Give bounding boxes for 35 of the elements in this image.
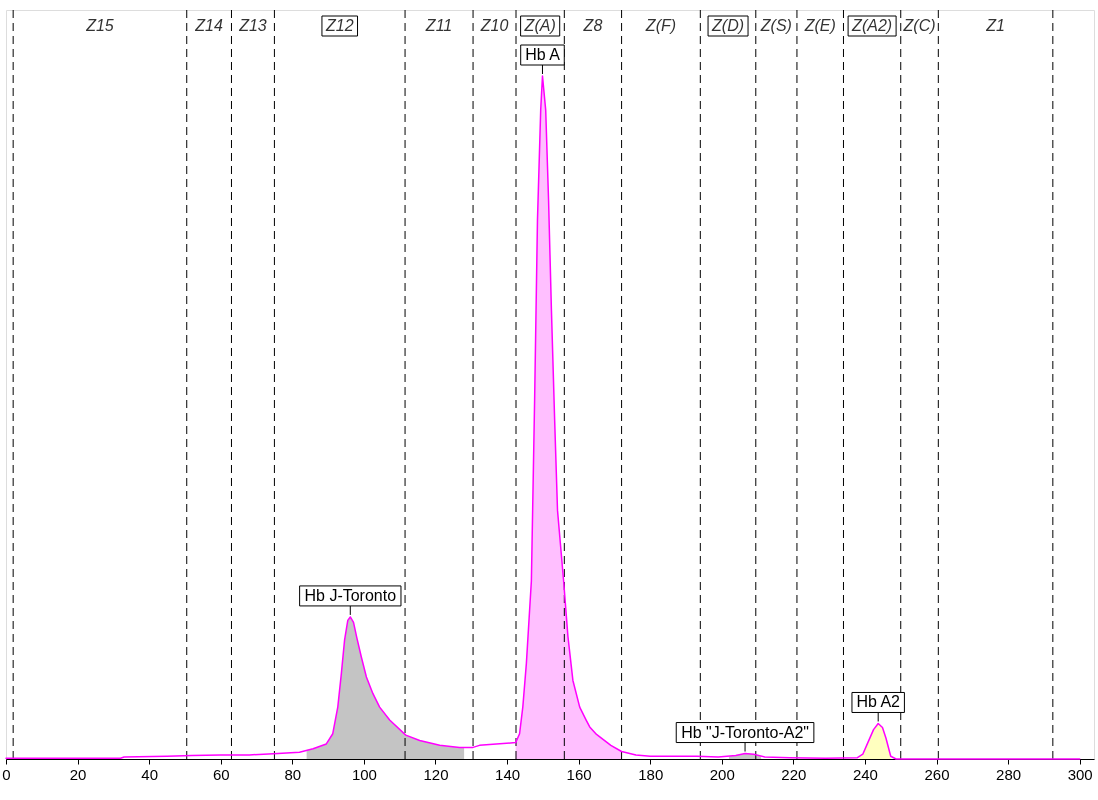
x-tick-label: 140 bbox=[495, 765, 521, 783]
annotation: Hb J-Toronto bbox=[304, 586, 397, 604]
x-tick-label: 180 bbox=[638, 765, 664, 783]
x-tick-label: 100 bbox=[351, 765, 377, 783]
text: Z(A) bbox=[523, 17, 556, 34]
x-tick-label: 280 bbox=[996, 765, 1022, 783]
x-tick-label: 0 bbox=[2, 765, 11, 783]
x-tick-label: 60 bbox=[212, 765, 230, 783]
text: Z12 bbox=[324, 17, 354, 34]
x-tick-label: 160 bbox=[566, 765, 592, 783]
annotation: Hb A bbox=[525, 46, 561, 63]
x-tick-label: 300 bbox=[1067, 765, 1093, 783]
x-tick-label: 20 bbox=[69, 765, 87, 783]
x-tick-label: 80 bbox=[284, 765, 302, 783]
text: Z15 bbox=[85, 17, 114, 34]
text: Z(D) bbox=[711, 17, 745, 34]
x-tick-label: 220 bbox=[781, 765, 807, 783]
text: Z8 bbox=[582, 17, 603, 34]
text: Z(F) bbox=[644, 17, 677, 34]
x-tick-label: 120 bbox=[423, 765, 449, 783]
text: Z1 bbox=[985, 17, 1005, 34]
text: Z14 bbox=[194, 17, 223, 34]
text: Z(E) bbox=[803, 17, 836, 34]
annotation: Hb "J-Toronto-A2" bbox=[681, 723, 809, 741]
text: Z(C) bbox=[902, 17, 936, 34]
text: Z13 bbox=[238, 17, 267, 34]
x-tick-label: 240 bbox=[852, 765, 878, 783]
text: Z11 bbox=[424, 17, 453, 34]
x-tick-label: 260 bbox=[924, 765, 950, 783]
x-tick-label: 40 bbox=[141, 765, 158, 783]
x-tick-label: 200 bbox=[709, 765, 735, 783]
text: Z10 bbox=[479, 17, 509, 34]
annotation: Hb A2 bbox=[856, 693, 901, 711]
text: Z(A2) bbox=[851, 17, 893, 34]
text: Z(S) bbox=[759, 17, 792, 34]
